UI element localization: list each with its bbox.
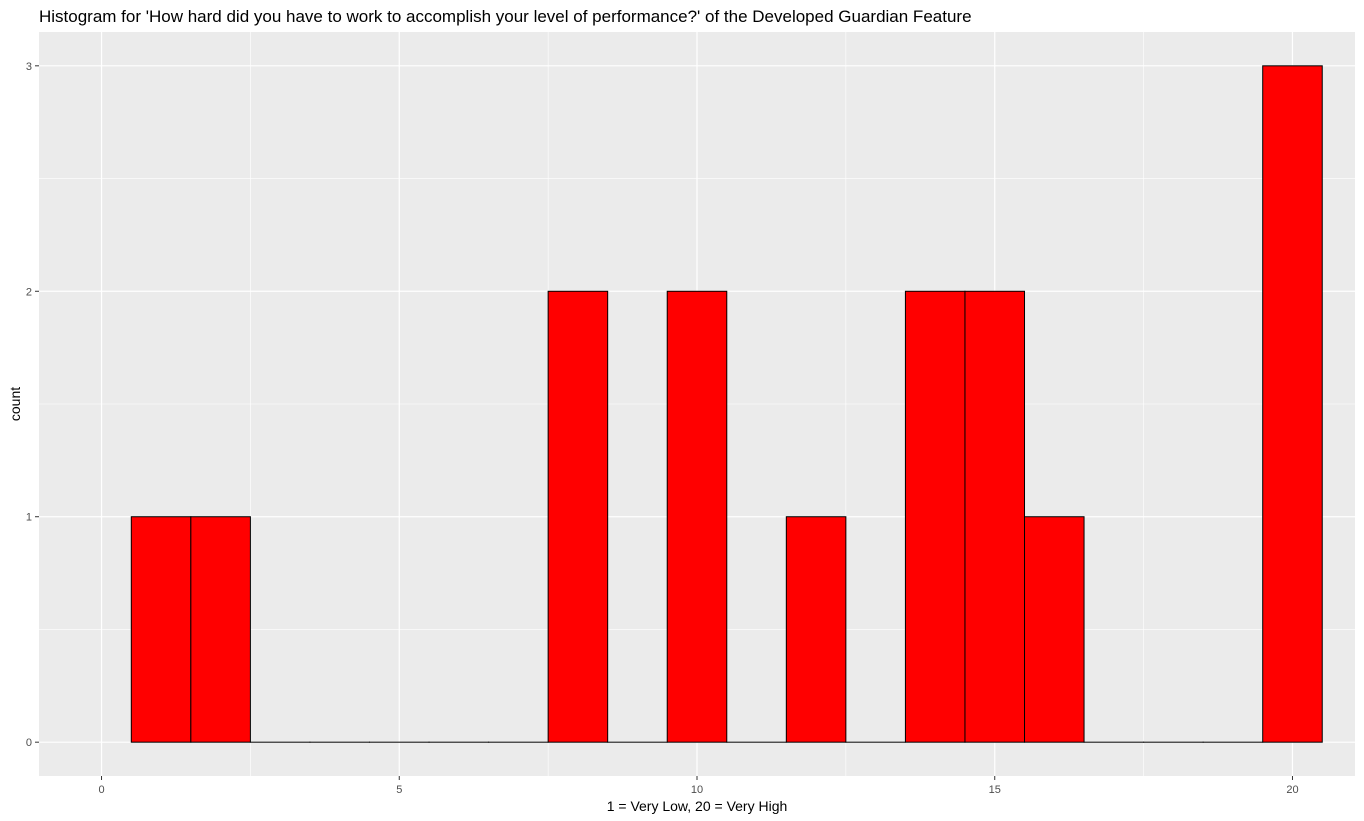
histogram-bar — [1262, 65, 1323, 743]
y-axis-title: count — [7, 387, 23, 421]
histogram-bar — [964, 290, 1026, 743]
histogram-bar — [190, 516, 251, 743]
x-tick-label: 0 — [98, 784, 104, 796]
x-tick-label: 10 — [691, 784, 703, 796]
histogram-bar — [904, 290, 966, 743]
y-tick-label: 1 — [26, 512, 32, 524]
x-tick-label: 20 — [1286, 784, 1298, 796]
x-tick-label: 5 — [396, 784, 402, 796]
x-axis-title: 1 = Very Low, 20 = Very High — [607, 798, 788, 814]
y-tick-label: 3 — [26, 61, 32, 73]
histogram-bars — [130, 65, 1323, 743]
histogram-bar — [130, 516, 192, 743]
y-tick-label: 0 — [26, 737, 32, 749]
x-tick-label: 15 — [989, 784, 1001, 796]
histogram-bar — [1024, 516, 1085, 743]
y-axis-ticks: 0 1 2 3 — [26, 61, 39, 749]
histogram-bar — [785, 516, 847, 743]
chart-title: Histogram for 'How hard did you have to … — [39, 7, 972, 26]
y-tick-label: 2 — [26, 286, 32, 298]
x-axis-ticks: 0 5 10 15 20 — [98, 776, 1299, 796]
histogram-bar — [666, 290, 728, 743]
histogram-bar — [547, 290, 609, 743]
